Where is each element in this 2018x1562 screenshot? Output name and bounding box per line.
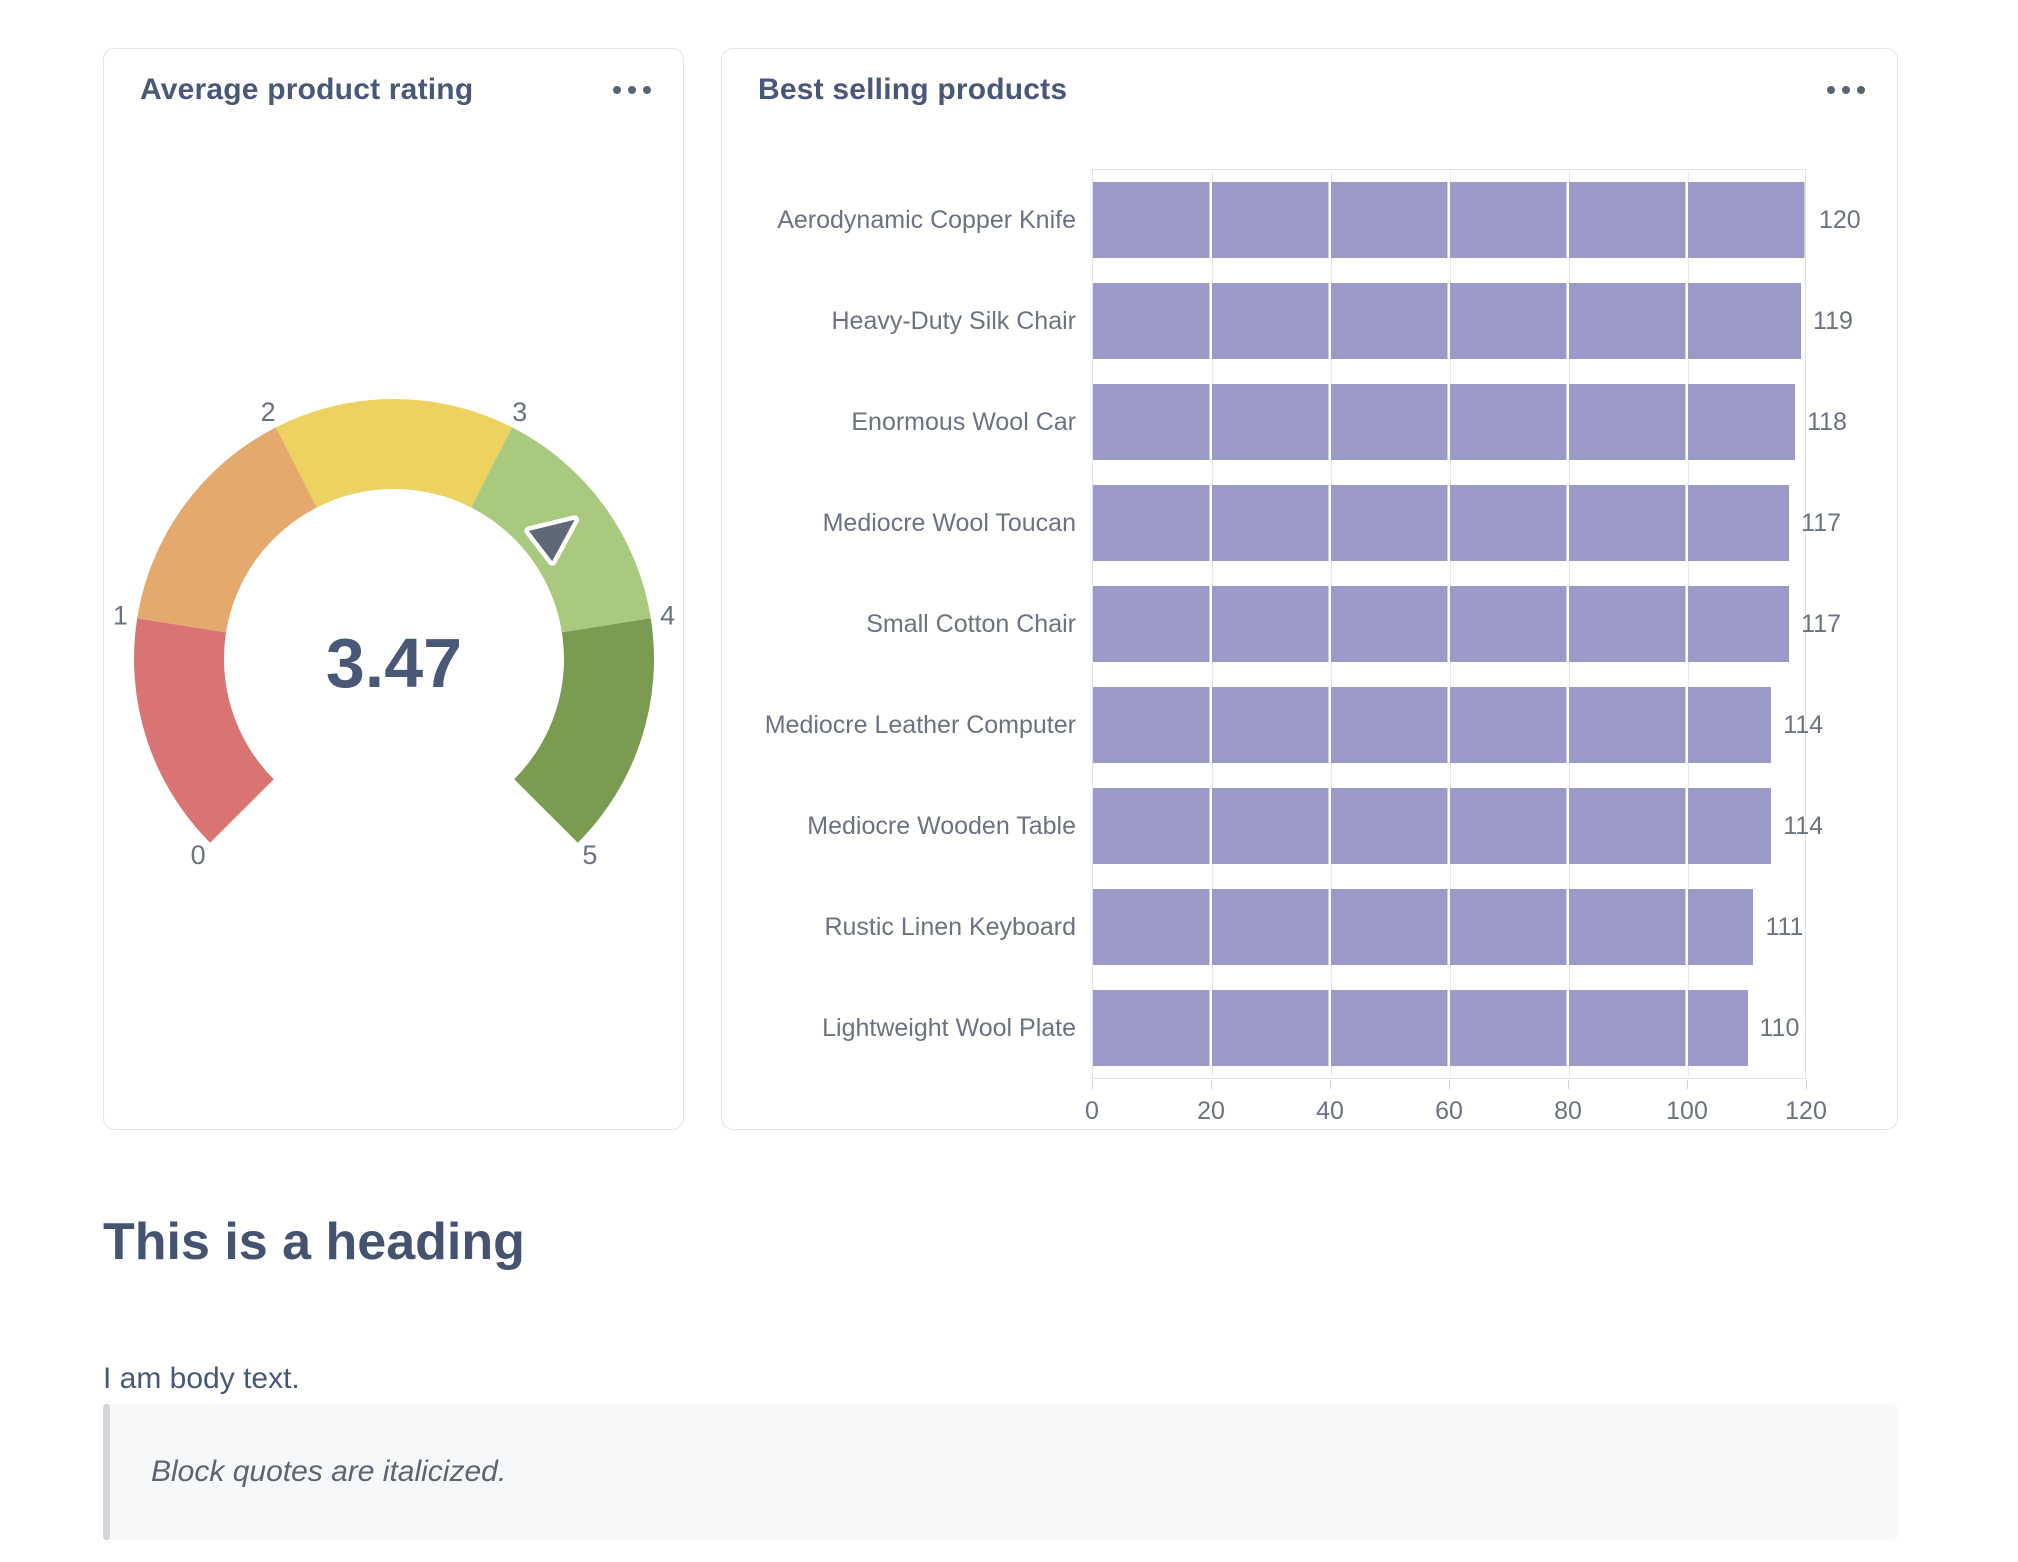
- category-label: Aerodynamic Copper Knife: [777, 205, 1076, 234]
- gauge-card: Average product rating 0 1 2 3 4 5 3.47: [103, 48, 684, 1130]
- category-label: Heavy-Duty Silk Chair: [831, 306, 1076, 335]
- bar-card-header: Best selling products: [758, 73, 1869, 107]
- x-axis-tick: [1806, 1080, 1807, 1089]
- bar[interactable]: [1093, 990, 1748, 1067]
- bar[interactable]: [1093, 181, 1805, 258]
- gauge-tick-label: 4: [660, 601, 675, 631]
- bar[interactable]: [1093, 586, 1790, 662]
- bar[interactable]: [1093, 889, 1754, 966]
- bar-plot-area: [1092, 169, 1806, 1079]
- gauge-tick-label: 3: [512, 397, 527, 427]
- value-label: 111: [1765, 913, 1804, 942]
- bar[interactable]: [1093, 687, 1772, 764]
- gauge-segment-yellow: [276, 398, 512, 508]
- x-axis-tick: [1687, 1080, 1688, 1089]
- menu-dot: [643, 86, 651, 94]
- x-axis-tick: [1092, 1080, 1093, 1089]
- x-axis-label: 0: [1085, 1097, 1099, 1125]
- category-label: Lightweight Wool Plate: [822, 1014, 1076, 1043]
- bar-card-title: Best selling products: [758, 73, 1068, 106]
- gauge-segment-red: [134, 618, 274, 843]
- gauge-chart: 0 1 2 3 4 5 3.47: [113, 397, 675, 870]
- menu-dot: [613, 86, 621, 94]
- x-axis-label: 40: [1316, 1097, 1344, 1125]
- menu-dot: [628, 86, 636, 94]
- category-label: Small Cotton Chair: [866, 610, 1076, 638]
- value-label: 120: [1819, 205, 1861, 234]
- bar[interactable]: [1093, 484, 1790, 561]
- gauge-tick-label: 5: [582, 840, 597, 870]
- x-axis-tick: [1211, 1080, 1212, 1089]
- value-label: 114: [1783, 711, 1824, 740]
- bar-chart: 0 20 40 60 80 100 120 Aerodynamic Copper Knife 1…: [722, 49, 1897, 1129]
- x-axis-tick: [1568, 1080, 1569, 1089]
- gauge-tick-label: 0: [191, 840, 206, 870]
- bar[interactable]: [1093, 282, 1802, 359]
- category-label: Mediocre Wool Toucan: [822, 508, 1076, 537]
- gauge-card-title: Average product rating: [140, 73, 474, 106]
- x-axis-label: 100: [1666, 1097, 1708, 1125]
- value-label: 110: [1759, 1014, 1800, 1043]
- category-label: Mediocre Leather Computer: [764, 711, 1076, 740]
- body-text: I am body text.: [103, 1362, 300, 1395]
- x-axis-label: 80: [1554, 1097, 1582, 1125]
- blockquote-text: Block quotes are italicized.: [151, 1455, 507, 1488]
- gauge-segment-dark-green: [514, 618, 654, 843]
- value-label: 119: [1813, 306, 1853, 335]
- bar[interactable]: [1093, 383, 1796, 460]
- value-label: 117: [1801, 610, 1841, 638]
- x-axis-label: 120: [1785, 1097, 1827, 1125]
- x-axis-label: 20: [1197, 1097, 1225, 1125]
- gauge-segment-orange: [137, 427, 317, 633]
- gauge-card-header: Average product rating: [140, 73, 655, 107]
- ellipsis-menu-icon[interactable]: [609, 78, 655, 102]
- menu-dot: [1857, 86, 1865, 94]
- x-axis-tick: [1449, 1080, 1450, 1089]
- bar[interactable]: [1093, 788, 1772, 865]
- gauge-needle: [524, 515, 580, 566]
- menu-dot: [1827, 86, 1835, 94]
- menu-dot: [1842, 86, 1850, 94]
- blockquote-left-bar: [103, 1404, 110, 1540]
- page-heading: This is a heading: [103, 1213, 525, 1271]
- value-label: 117: [1801, 508, 1841, 537]
- value-label: 118: [1807, 407, 1847, 436]
- x-axis-tick: [1330, 1080, 1331, 1089]
- bar-chart-card: Best selling products 0 20 40 60 80 100 120 Aer…: [721, 48, 1898, 1130]
- category-label: Mediocre Wooden Table: [807, 812, 1076, 841]
- gauge-tick-label: 1: [113, 601, 128, 631]
- value-label: 114: [1783, 812, 1824, 841]
- gauge-value: 3.47: [326, 624, 462, 702]
- category-label: Rustic Linen Keyboard: [824, 913, 1076, 942]
- x-axis-label: 60: [1435, 1097, 1463, 1125]
- blockquote: Block quotes are italicized.: [103, 1404, 1898, 1540]
- category-label: Enormous Wool Car: [851, 407, 1076, 436]
- gauge-tick-label: 2: [261, 397, 276, 427]
- ellipsis-menu-icon[interactable]: [1823, 78, 1869, 102]
